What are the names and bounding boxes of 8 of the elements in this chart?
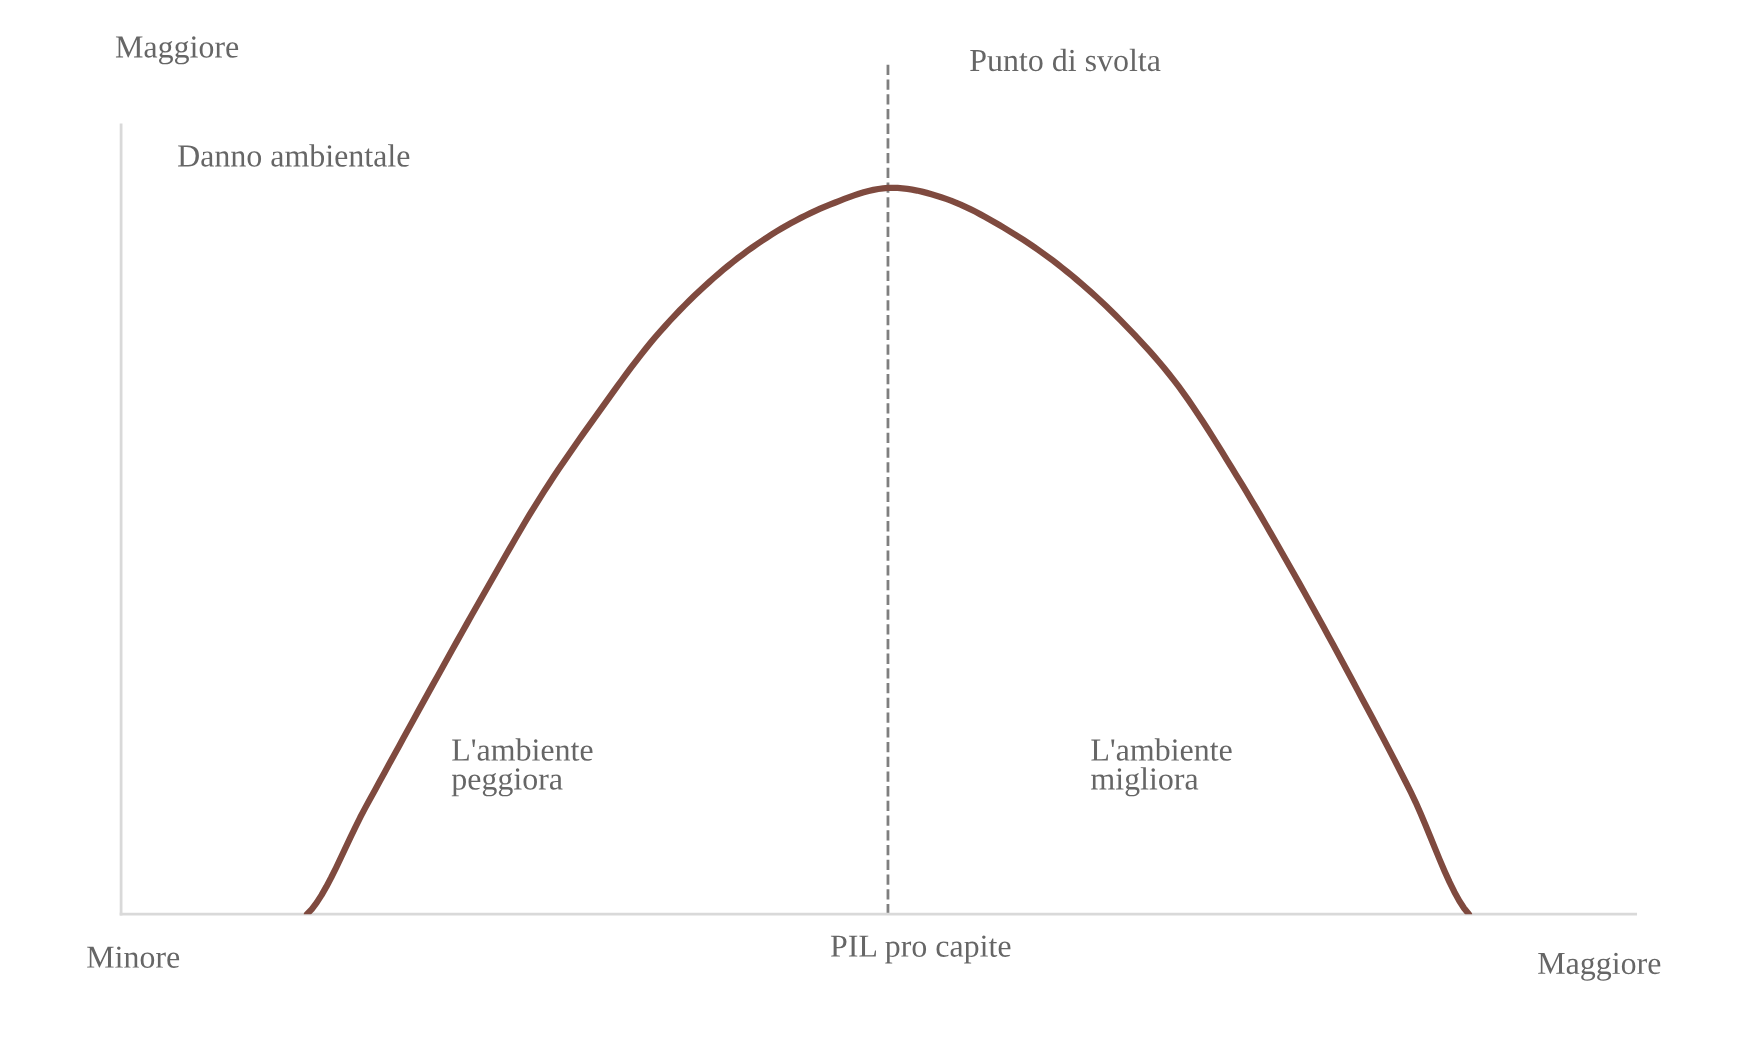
text: Punto di svolta xyxy=(970,48,1161,72)
annotation: L'ambiente migliora xyxy=(1091,738,1232,797)
annotation: L'ambiente peggiora xyxy=(451,738,593,797)
text: Maggiore xyxy=(115,36,239,65)
y-axis-title: Danno ambientale xyxy=(178,144,410,167)
x-axis-title: PIL pro capite xyxy=(830,935,1011,964)
text: Minore xyxy=(87,946,180,968)
text: Maggiore xyxy=(1538,952,1661,981)
